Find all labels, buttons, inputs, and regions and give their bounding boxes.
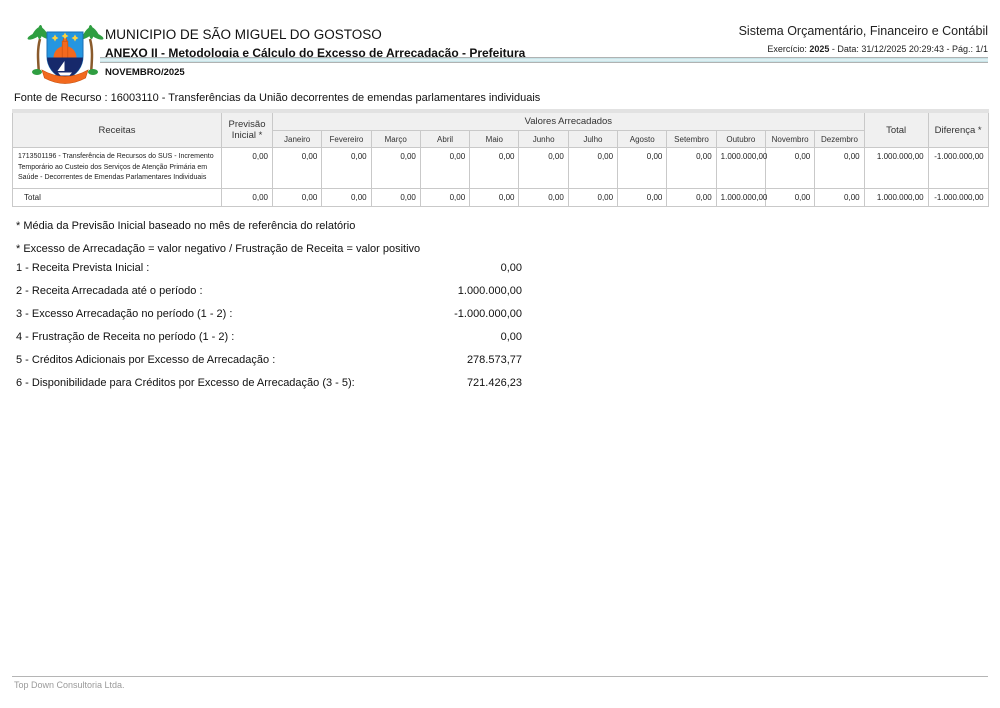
summary-label: 3 - Excesso Arrecadação no período (1 - …	[16, 308, 233, 320]
palm-tree-icon	[27, 25, 53, 75]
previsao-inicial-cell: 0,00	[221, 147, 273, 189]
summary-value: -1.000.000,00	[454, 308, 522, 320]
previsao-inicial-cell: 0,00	[221, 187, 273, 208]
month-value-cell: 0,00	[666, 187, 717, 208]
column-header-previsao-inicial: Previsão Inicial *	[221, 110, 273, 148]
month-value-cell: 1.000.000,00	[715, 147, 767, 189]
month-column-header: Março	[370, 130, 421, 148]
month-value-cell: 0,00	[321, 147, 372, 189]
header-divider	[100, 57, 988, 63]
month-value-cell: 0,00	[419, 147, 471, 189]
header-right-block: Sistema Orçamentário, Financeiro e Contá…	[739, 24, 988, 54]
month-value-cell: 0,00	[370, 187, 421, 208]
sea-icon	[47, 57, 83, 80]
exercise-label: Exercício:	[767, 44, 810, 54]
municipality-crest-logo	[27, 25, 104, 84]
summary-value: 0,00	[500, 331, 522, 343]
summary-label: 1 - Receita Prevista Inicial :	[16, 262, 150, 274]
total-label-cell: Total	[12, 187, 222, 208]
month-column-header: Setembro	[666, 130, 717, 148]
month-value-cell: 0,00	[271, 147, 323, 189]
month-value-cell: 0,00	[814, 147, 865, 189]
summary-value: 721.426,23	[466, 377, 522, 389]
month-value-cell: 0,00	[469, 187, 520, 208]
summary-label: 6 - Disponibilidade para Créditos por Ex…	[16, 377, 355, 389]
column-header-diferenca: Diferença *	[927, 110, 989, 148]
summary-label: 2 - Receita Arrecadada até o período :	[16, 285, 203, 297]
excess-calculation-summary: 1 - Receita Prevista Inicial : 0,00 2 - …	[16, 262, 522, 400]
summary-value: 278.573,77	[466, 354, 522, 366]
report-period: NOVEMBRO/2025	[105, 67, 185, 78]
resource-source-line: Fonte de Recurso : 16003110 - Transferên…	[14, 92, 541, 104]
report-title: ANEXO II - Metodologia e Cálculo do Exce…	[105, 46, 526, 60]
month-column-header: Maio	[469, 130, 520, 148]
month-column-header: Julho	[567, 130, 619, 148]
table-total-row: Total 0,00 0,00 0,00 0,00 0,00 0,00 0,00…	[12, 187, 989, 208]
month-value-cell: 0,00	[814, 187, 865, 208]
banner-ribbon-icon	[41, 69, 89, 84]
footnote: * Excesso de Arrecadação = valor negativ…	[16, 243, 421, 255]
row-total-cell: 1.000.000,00	[863, 187, 929, 208]
month-value-cell: 0,00	[617, 187, 668, 208]
month-value-cell: 0,00	[370, 147, 421, 189]
exercise-year: 2025	[809, 44, 830, 54]
month-value-cell: 0,00	[617, 147, 668, 189]
system-name: Sistema Orçamentário, Financeiro e Contá…	[738, 24, 988, 38]
date-page-text: - Data: 31/12/2025 20:29:43 - Pág.: 1/1	[829, 44, 988, 54]
summary-item-receita-prevista: 1 - Receita Prevista Inicial : 0,00	[16, 262, 522, 285]
month-column-header: Fevereiro	[321, 130, 372, 148]
stars-icon	[51, 32, 79, 42]
month-value-cell: 0,00	[666, 147, 717, 189]
revenue-table: Receitas Previsão Inicial * Valores Arre…	[12, 109, 989, 208]
summary-value: 0,00	[500, 262, 522, 274]
revenue-table-wrap: Receitas Previsão Inicial * Valores Arre…	[12, 109, 989, 208]
footer-divider	[12, 676, 988, 677]
month-value-cell: 0,00	[764, 147, 816, 189]
month-value-cell: 0,00	[764, 187, 816, 208]
summary-value: 1.000.000,00	[457, 285, 522, 297]
summary-item-excesso-arrecadacao: 3 - Excesso Arrecadação no período (1 - …	[16, 308, 522, 331]
header-title-block: MUNICIPIO DE SÃO MIGUEL DO GOSTOSO ANEXO…	[105, 27, 525, 60]
municipality-name: MUNICIPIO DE SÃO MIGUEL DO GOSTOSO	[105, 27, 382, 42]
month-column-header: Janeiro	[271, 130, 323, 148]
exercise-date-page-line: Exercício: 2025 - Data: 31/12/2025 20:29…	[739, 44, 988, 54]
footnote: * Média da Previsão Inicial baseado no m…	[16, 220, 356, 232]
month-column-header: Junho	[518, 130, 569, 148]
month-column-header: Abril	[419, 130, 471, 148]
row-diferenca-cell: -1.000.000,00	[927, 147, 989, 189]
summary-item-receita-arrecadada: 2 - Receita Arrecadada até o período : 1…	[16, 285, 522, 308]
month-column-header: Dezembro	[814, 130, 865, 148]
summary-label: 4 - Frustração de Receita no período (1 …	[16, 331, 235, 343]
month-column-header: Outubro	[715, 130, 766, 148]
month-value-cell: 0,00	[518, 147, 569, 189]
month-value-cell: 0,00	[567, 187, 619, 208]
column-header-receitas: Receitas	[12, 110, 222, 148]
summary-item-creditos-adicionais: 5 - Créditos Adicionais por Excesso de A…	[16, 354, 522, 377]
footnotes: * Média da Previsão Inicial baseado no m…	[16, 220, 420, 266]
month-value-cell: 0,00	[469, 147, 520, 189]
month-column-header: Agosto	[617, 130, 668, 148]
month-value-cell: 0,00	[321, 187, 372, 208]
row-total-cell: 1.000.000,00	[863, 147, 929, 189]
table-row: 1713501196 - Transferência de Recursos d…	[12, 147, 989, 189]
month-value-cell: 1.000.000,00	[715, 187, 767, 208]
sailboat-icon	[57, 61, 65, 71]
month-value-cell: 0,00	[518, 187, 569, 208]
month-value-cell: 0,00	[419, 187, 471, 208]
month-value-cell: 0,00	[271, 187, 323, 208]
footer-company-name: Top Down Consultoria Ltda.	[14, 680, 125, 690]
revenue-description-cell: 1713501196 - Transferência de Recursos d…	[12, 147, 222, 189]
summary-item-frustracao-receita: 4 - Frustração de Receita no período (1 …	[16, 331, 522, 354]
column-group-header-valores-arrecadados: Valores Arrecadados	[272, 110, 865, 131]
lighthouse-icon	[61, 40, 69, 59]
month-column-header: Novembro	[764, 130, 816, 148]
summary-item-disponibilidade-creditos: 6 - Disponibilidade para Créditos por Ex…	[16, 377, 522, 400]
summary-label: 5 - Créditos Adicionais por Excesso de A…	[16, 354, 276, 366]
row-diferenca-cell: -1.000.000,00	[927, 187, 989, 208]
column-header-total: Total	[863, 110, 929, 148]
month-value-cell: 0,00	[567, 147, 619, 189]
